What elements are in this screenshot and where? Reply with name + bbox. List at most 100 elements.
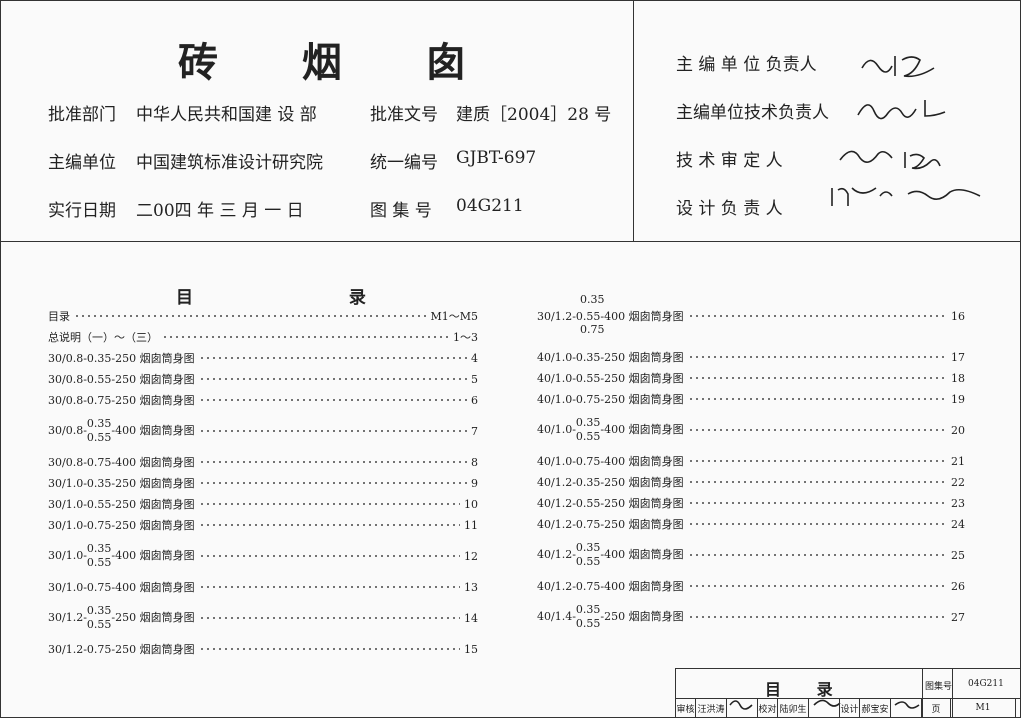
entry-page: 1～3 <box>453 331 478 344</box>
entry-text: 40/1.0-0.35-250 烟囱筒身图 <box>537 351 684 364</box>
contents-entry: 40/1.0-0.35-250 烟囱筒身图 17 <box>537 341 965 373</box>
header-label: 批准部门 <box>48 105 116 125</box>
signatory-role: 主 编 单 位 负责人 <box>676 55 817 75</box>
entry-under: 0.75 <box>580 323 605 336</box>
contents-entry: 30/1.0- 0.35 0.55 -400 烟囱筒身图 12 <box>48 540 478 572</box>
fraction: 0.35 0.55 <box>87 417 112 445</box>
entry-page: 4 <box>471 351 478 365</box>
header-value: 建质［2004］28 号 <box>456 105 612 125</box>
entry-prefix: 40/1.0- <box>537 423 576 436</box>
leader-dots <box>198 555 460 557</box>
leader-dots <box>198 378 467 380</box>
header-label: 实行日期 <box>48 201 116 221</box>
entry-text: 30/1.0-0.55-250 烟囱筒身图 <box>48 498 195 511</box>
leader-dots <box>74 315 427 317</box>
contents-entry: 40/1.0-0.75-400 烟囱筒身图 21 <box>537 445 965 477</box>
entry-page: 8 <box>471 455 478 469</box>
entry-label: 30/0.8-0.75-250 烟囱筒身图 <box>48 392 195 408</box>
entry-prefix: 30/1.0- <box>48 549 87 562</box>
fraction: 0.35 0.55 <box>576 416 601 444</box>
entry-text: 30/0.8-0.75-250 烟囱筒身图 <box>48 394 195 407</box>
contents-entry: 30/1.2- 0.35 0.55 -250 烟囱筒身图 14 <box>48 602 478 634</box>
leader-dots <box>687 398 947 400</box>
entry-label: 40/1.2-0.35-250 烟囱筒身图 <box>537 474 684 490</box>
entry-text: 40/1.0-0.55-250 烟囱筒身图 <box>537 372 684 385</box>
entry-page: 21 <box>951 454 965 468</box>
sheet-title: 砖 烟 囱 <box>178 39 466 86</box>
entry-label: 40/1.2-0.55-250 烟囱筒身图 <box>537 495 684 511</box>
entry-page: M1～M5 <box>430 310 478 323</box>
fraction-bottom: 0.55 <box>575 555 601 568</box>
entry-suffix: -400 烟囱筒身图 <box>600 423 684 436</box>
signature <box>831 187 981 206</box>
entry-page: 20 <box>951 423 965 437</box>
entry-text: 总说明（一）～（三） <box>48 331 158 344</box>
entry-prefix: 30/0.8- <box>48 424 87 437</box>
signature <box>861 56 935 78</box>
entry-suffix: -400 烟囱筒身图 <box>111 424 195 437</box>
leader-dots <box>162 336 449 338</box>
entry-label: 40/1.2-0.75-400 烟囱筒身图 <box>537 578 684 594</box>
fraction-top: 0.35 <box>86 417 112 430</box>
atlas-number: 04G211 <box>968 679 1004 689</box>
contents-entry: 40/1.0-0.55-250 烟囱筒身图 18 <box>537 362 965 394</box>
leader-dots <box>198 357 467 359</box>
leader-dots <box>198 648 460 650</box>
entry-label: 30/1.0- 0.35 0.55 -400 烟囱筒身图 <box>48 542 195 570</box>
entry-page: 22 <box>951 475 965 489</box>
contents-entry: 30/0.8-0.55-250 烟囱筒身图 5 <box>48 363 478 395</box>
leader-dots <box>687 585 947 587</box>
contents-title: 目 录 <box>176 288 366 308</box>
entry-label: 30/1.2-0.55-400 烟囱筒身图 0.35 0.75 <box>537 293 684 336</box>
contents-entry: 30/1.2-0.75-250 烟囱筒身图 15 <box>48 633 478 665</box>
leader-dots <box>687 460 947 462</box>
contents-entry: 30/0.8-0.75-400 烟囱筒身图 8 <box>48 446 478 478</box>
contents-entry: 30/1.0-0.55-250 烟囱筒身图 10 <box>48 488 478 520</box>
entry-label: 30/0.8-0.75-400 烟囱筒身图 <box>48 454 195 470</box>
fraction-bottom: 0.55 <box>575 430 601 443</box>
tb-page-label: 页 <box>922 699 951 717</box>
header-divider <box>633 0 635 242</box>
contents-entry: 30/0.8- 0.35 0.55 -400 烟囱筒身图 7 <box>48 415 478 447</box>
header-value: 04G211 <box>456 196 524 216</box>
header-value: 中国建筑标准设计研究院 <box>136 153 323 173</box>
entry-label: 40/1.4- 0.35 0.55 -250 烟囱筒身图 <box>537 603 684 631</box>
header-label: 主编单位 <box>48 153 116 173</box>
signature <box>729 699 920 710</box>
contents-entry: 30/0.8-0.35-250 烟囱筒身图 4 <box>48 342 478 374</box>
tb-page: M1 <box>951 699 1016 717</box>
entry-page: 13 <box>464 580 478 594</box>
tb-signature <box>809 699 840 717</box>
entry-page: 27 <box>951 610 965 624</box>
signatory-role: 设 计 负 责 人 <box>676 199 783 219</box>
contents-entry: 40/1.2-0.55-250 烟囱筒身图 23 <box>537 487 965 519</box>
contents-entry: 30/1.0-0.75-400 烟囱筒身图 13 <box>48 571 478 603</box>
leader-dots <box>687 554 947 556</box>
entry-page: 16 <box>951 309 965 323</box>
leader-dots <box>687 429 947 431</box>
tb-role: 审核 <box>676 699 696 717</box>
title-block-title: 目 录 <box>765 680 833 699</box>
header-label: 图 集 号 <box>370 201 432 221</box>
entry-text: 30/1.2-0.75-250 烟囱筒身图 <box>48 643 195 656</box>
entry-page: 5 <box>471 372 478 386</box>
entry-page: 14 <box>464 611 478 625</box>
tb-role: 设计 <box>840 699 860 717</box>
entry-label: 总说明（一）～（三） <box>48 329 158 345</box>
leader-dots <box>687 315 947 317</box>
signature <box>839 150 941 170</box>
entry-page: 24 <box>951 517 965 531</box>
signatory-role: 技 术 审 定 人 <box>676 151 783 171</box>
entry-text: 30/1.0-0.75-400 烟囱筒身图 <box>48 581 195 594</box>
entry-page: 18 <box>951 371 965 385</box>
entry-suffix: -250 烟囱筒身图 <box>111 611 195 624</box>
fraction: 0.35 0.55 <box>576 603 601 631</box>
entry-label: 30/1.0-0.75-400 烟囱筒身图 <box>48 579 195 595</box>
entry-label: 40/1.0-0.35-250 烟囱筒身图 <box>537 349 684 365</box>
entry-page: 9 <box>471 476 478 490</box>
tb-signature <box>891 699 922 717</box>
header-label: 统一编号 <box>370 153 438 173</box>
leader-dots <box>687 616 947 618</box>
entry-label: 40/1.0- 0.35 0.55 -400 烟囱筒身图 <box>537 416 684 444</box>
entry-suffix: -400 烟囱筒身图 <box>111 549 195 562</box>
